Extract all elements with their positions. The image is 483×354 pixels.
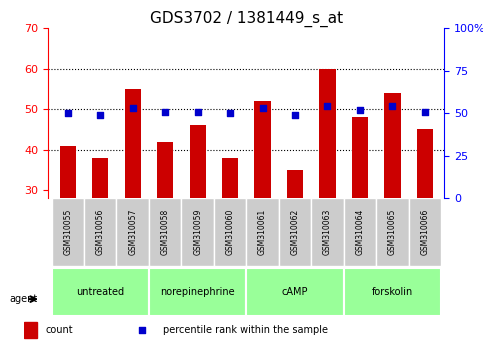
FancyBboxPatch shape bbox=[279, 198, 311, 266]
FancyBboxPatch shape bbox=[149, 268, 246, 316]
FancyBboxPatch shape bbox=[344, 268, 441, 316]
Text: count: count bbox=[46, 325, 73, 335]
FancyBboxPatch shape bbox=[182, 198, 214, 266]
Text: GSM310060: GSM310060 bbox=[226, 209, 235, 255]
Title: GDS3702 / 1381449_s_at: GDS3702 / 1381449_s_at bbox=[150, 11, 343, 27]
Text: GSM310063: GSM310063 bbox=[323, 209, 332, 255]
FancyBboxPatch shape bbox=[376, 198, 409, 266]
Point bbox=[388, 104, 396, 109]
Point bbox=[356, 107, 364, 113]
Point bbox=[259, 105, 267, 111]
Text: GSM310058: GSM310058 bbox=[161, 209, 170, 255]
Point bbox=[324, 104, 331, 109]
FancyBboxPatch shape bbox=[344, 198, 376, 266]
Point bbox=[129, 105, 137, 111]
Bar bbox=[352, 117, 368, 312]
FancyBboxPatch shape bbox=[149, 198, 182, 266]
Bar bbox=[222, 158, 238, 312]
Bar bbox=[319, 69, 336, 312]
Bar bbox=[189, 125, 206, 312]
Text: forskolin: forskolin bbox=[372, 287, 413, 297]
Text: cAMP: cAMP bbox=[282, 287, 308, 297]
Text: GSM310055: GSM310055 bbox=[63, 209, 72, 255]
Text: GSM310064: GSM310064 bbox=[355, 209, 365, 255]
FancyBboxPatch shape bbox=[84, 198, 116, 266]
Text: GSM310059: GSM310059 bbox=[193, 209, 202, 255]
Bar bbox=[24, 322, 37, 338]
Point bbox=[291, 112, 299, 118]
Text: GSM310061: GSM310061 bbox=[258, 209, 267, 255]
FancyBboxPatch shape bbox=[52, 198, 84, 266]
Point bbox=[97, 112, 104, 118]
Text: untreated: untreated bbox=[76, 287, 124, 297]
FancyBboxPatch shape bbox=[52, 268, 149, 316]
Text: norepinephrine: norepinephrine bbox=[160, 287, 235, 297]
Bar bbox=[92, 158, 108, 312]
FancyBboxPatch shape bbox=[116, 198, 149, 266]
FancyBboxPatch shape bbox=[214, 198, 246, 266]
Bar bbox=[287, 170, 303, 312]
Point bbox=[161, 109, 169, 114]
Point bbox=[421, 109, 429, 114]
Point bbox=[64, 110, 71, 116]
Text: GSM310065: GSM310065 bbox=[388, 209, 397, 255]
FancyBboxPatch shape bbox=[246, 268, 344, 316]
Bar bbox=[125, 89, 141, 312]
Bar bbox=[384, 93, 400, 312]
Text: GSM310066: GSM310066 bbox=[420, 209, 429, 255]
Text: GSM310056: GSM310056 bbox=[96, 209, 105, 255]
Bar bbox=[417, 130, 433, 312]
Bar bbox=[255, 101, 270, 312]
Point bbox=[226, 110, 234, 116]
FancyBboxPatch shape bbox=[246, 198, 279, 266]
Text: GSM310062: GSM310062 bbox=[291, 209, 299, 255]
Text: GSM310057: GSM310057 bbox=[128, 209, 137, 255]
FancyBboxPatch shape bbox=[311, 198, 344, 266]
Point bbox=[194, 109, 201, 114]
Bar bbox=[60, 145, 76, 312]
Bar bbox=[157, 142, 173, 312]
Text: agent: agent bbox=[10, 294, 38, 304]
Text: percentile rank within the sample: percentile rank within the sample bbox=[163, 325, 328, 335]
FancyBboxPatch shape bbox=[409, 198, 441, 266]
